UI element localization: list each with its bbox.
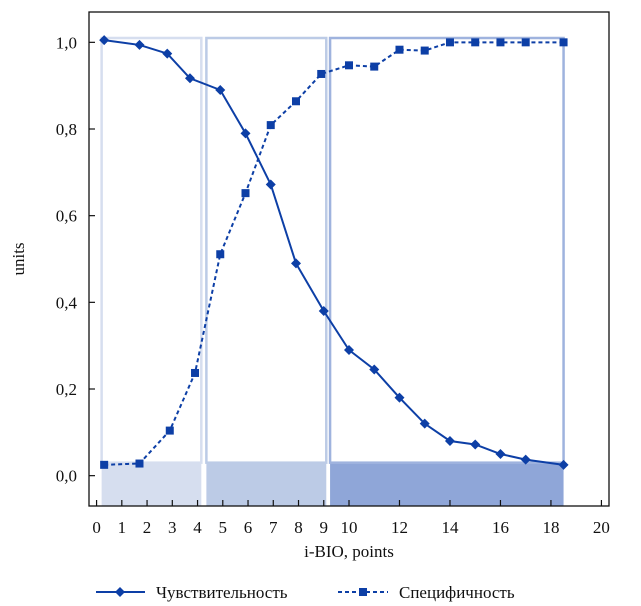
x-tick-label: 0 xyxy=(92,518,101,537)
x-tick-label: 10 xyxy=(341,518,358,537)
x-axis-title: i-BIO, points xyxy=(304,542,394,561)
legend-swatch-marker-specificity xyxy=(359,588,367,596)
x-tick-label: 5 xyxy=(219,518,228,537)
sensitivity-point xyxy=(470,439,481,450)
zones-layer xyxy=(100,36,565,506)
sensitivity-point xyxy=(558,459,569,470)
specificity-point xyxy=(291,97,300,106)
legend-item-sensitivity: Чувствительность xyxy=(96,583,288,602)
specificity-point xyxy=(100,460,109,469)
specificity-point xyxy=(420,46,429,55)
x-tick-label: 18 xyxy=(542,518,559,537)
specificity-point xyxy=(216,250,225,259)
specificity-point xyxy=(496,38,505,47)
sensitivity-point xyxy=(99,35,110,46)
specificity-point xyxy=(471,38,480,47)
x-tick-label: 4 xyxy=(193,518,202,537)
x-tick-label: 20 xyxy=(593,518,610,537)
zone-outline-3 xyxy=(328,36,565,464)
sensitivity-point xyxy=(495,449,506,459)
sensitivity-point xyxy=(240,128,251,139)
y-tick-label: 1,0 xyxy=(56,33,77,52)
specificity-point xyxy=(445,38,454,47)
zone-band-1 xyxy=(101,462,202,506)
sensitivity-point xyxy=(444,436,455,446)
y-tick-label: 0,6 xyxy=(56,207,77,226)
x-tick-label: 3 xyxy=(168,518,177,537)
y-tick-label: 0,2 xyxy=(56,380,77,399)
y-tick-label: 0,0 xyxy=(56,467,77,486)
legend: Чувствительность Специфичность xyxy=(96,583,515,602)
sensitivity-point xyxy=(265,179,276,190)
zone-band-3 xyxy=(330,462,564,506)
x-tick-label: 16 xyxy=(492,518,509,537)
sensitivity-point xyxy=(520,454,531,465)
x-axis: 0 1 2 3 4 5 6 7 8 9 10 12 14 16 18 20 xyxy=(92,500,610,537)
sensitivity-point xyxy=(344,345,354,355)
sensitivity-point xyxy=(394,392,405,403)
legend-swatch-marker-sensitivity xyxy=(115,587,125,597)
sensitivity-point xyxy=(419,418,430,429)
legend-label-specificity: Специфичность xyxy=(399,583,515,602)
y-tick-label: 0,4 xyxy=(56,293,78,312)
specificity-point xyxy=(345,61,353,70)
zone-band-2 xyxy=(206,462,327,506)
sensitivity-point xyxy=(318,306,329,316)
sensitivity-point xyxy=(162,48,173,59)
x-tick-label: 14 xyxy=(441,518,459,537)
specificity-point xyxy=(559,38,568,47)
sensitivity-point xyxy=(215,85,226,95)
x-tick-label: 1 xyxy=(118,518,127,537)
y-tick-label: 0,8 xyxy=(56,120,77,139)
specificity-point xyxy=(521,38,530,47)
specificity-point xyxy=(165,426,174,435)
x-tick-label: 9 xyxy=(320,518,329,537)
zone-outline-1 xyxy=(100,36,203,464)
specificity-point xyxy=(191,368,200,377)
legend-item-specificity: Специфичность xyxy=(338,583,515,602)
y-axis: 0,0 0,2 0,4 0,6 0,8 1,0 xyxy=(56,33,95,486)
sensitivity-point xyxy=(134,39,145,50)
zone-outline-2 xyxy=(205,36,328,464)
x-tick-label: 7 xyxy=(269,518,278,537)
specificity-point xyxy=(266,121,275,130)
y-axis-title: units xyxy=(9,242,28,275)
sensitivity-point xyxy=(290,258,301,269)
series-line-sensitivity xyxy=(104,39,564,466)
specificity-point xyxy=(317,69,326,78)
x-tick-label: 2 xyxy=(143,518,152,537)
specificity-point xyxy=(241,189,250,198)
specificity-point xyxy=(135,459,144,468)
sensitivity-point xyxy=(184,73,195,84)
series-line-specificity xyxy=(104,41,564,466)
legend-label-sensitivity: Чувствительность xyxy=(156,583,288,602)
sensitivity-point xyxy=(369,364,380,375)
specificity-point xyxy=(370,62,379,71)
x-tick-label: 6 xyxy=(244,518,253,537)
series-layer xyxy=(99,35,569,470)
x-tick-label: 12 xyxy=(391,518,408,537)
specificity-point xyxy=(395,45,404,54)
x-tick-label: 8 xyxy=(294,518,303,537)
